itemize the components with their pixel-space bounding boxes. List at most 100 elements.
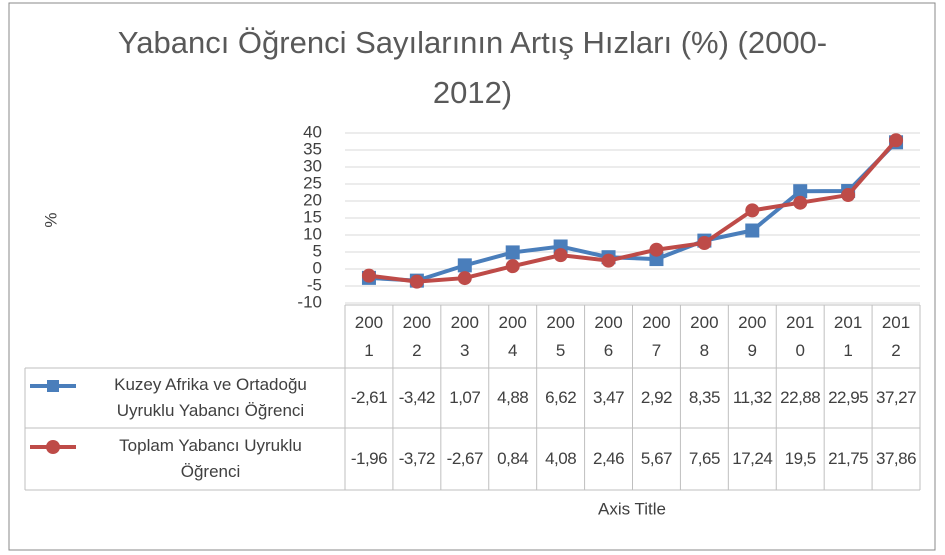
x-tick-label: 2001 <box>345 305 393 368</box>
value-label-text: 17,24 <box>732 449 773 468</box>
value-label: 3,47 <box>581 368 637 428</box>
x-tick-label-text: 2010 <box>786 312 815 360</box>
chart-border <box>8 2 936 551</box>
legend-label: Kuzey Afrika ve Ortadoğu Uyruklu Yabancı… <box>78 368 343 428</box>
y-tick-label: 10 <box>303 224 322 243</box>
x-tick-label: 2012 <box>872 305 920 368</box>
x-tick-label-text: 2011 <box>833 312 863 360</box>
value-label-text: 5,67 <box>640 449 673 468</box>
x-tick-label: 2008 <box>680 305 728 368</box>
value-label-text: 22,95 <box>828 388 869 407</box>
value-label-text: 8,35 <box>688 388 721 407</box>
marker <box>505 245 520 260</box>
x-tick-label-text: 2007 <box>642 312 671 360</box>
value-label-text: 21,75 <box>828 449 869 468</box>
value-label-text: 19,5 <box>784 449 817 468</box>
value-label: 21,75 <box>820 428 876 490</box>
x-tick-label: 2003 <box>441 305 489 368</box>
x-tick-label-text: 2012 <box>881 312 911 360</box>
marker <box>457 258 472 273</box>
y-tick-label: 0 <box>313 258 322 277</box>
value-label-text: 6,62 <box>545 388 577 407</box>
value-label: 1,07 <box>437 368 493 428</box>
y-tick-label: 40 <box>303 122 322 141</box>
value-label: 7,65 <box>676 428 732 490</box>
value-label-text: 4,08 <box>545 449 577 468</box>
value-label: 8,35 <box>676 368 732 428</box>
marker <box>793 184 808 199</box>
marker <box>889 133 904 148</box>
x-tick-label-text: 2004 <box>498 312 527 360</box>
value-label: 2,46 <box>581 428 637 490</box>
legend-marker <box>46 440 60 454</box>
marker <box>841 188 856 203</box>
value-label: 5,67 <box>629 428 685 490</box>
value-label: 4,08 <box>533 428 589 490</box>
marker <box>745 203 760 218</box>
y-tick-label: -5 <box>307 275 322 294</box>
value-label-text: -1,96 <box>350 449 388 468</box>
y-tick-label: 5 <box>313 241 322 260</box>
x-tick-label: 2004 <box>489 305 537 368</box>
y-tick-label: 20 <box>303 190 322 209</box>
value-label-text: 0,84 <box>497 449 529 468</box>
value-label: 4,88 <box>485 368 541 428</box>
marker <box>793 195 808 210</box>
value-label: -2,67 <box>437 428 493 490</box>
value-label: 22,95 <box>820 368 876 428</box>
marker <box>505 259 520 274</box>
value-label: -1,96 <box>341 428 397 490</box>
value-label: -2,61 <box>341 368 397 428</box>
value-label: 2,92 <box>629 368 685 428</box>
value-label-text: -2,61 <box>350 388 388 407</box>
x-tick-label: 2011 <box>824 305 872 368</box>
value-label: 17,24 <box>724 428 780 490</box>
value-label: 11,32 <box>724 368 780 428</box>
marker <box>361 268 376 283</box>
x-axis-title: Axis Title <box>598 499 666 518</box>
x-tick-label: 2006 <box>585 305 633 368</box>
y-tick-label: 30 <box>303 156 322 175</box>
value-label: 6,62 <box>533 368 589 428</box>
x-tick-label: 2010 <box>776 305 824 368</box>
marker <box>697 235 712 250</box>
y-tick-label: 25 <box>303 173 322 192</box>
marker <box>457 271 472 286</box>
chart-title: Yabancı Öğrenci Sayılarının Artış Hızlar… <box>117 25 828 110</box>
value-label-text: 11,32 <box>732 388 772 407</box>
marker <box>601 253 616 268</box>
legend-label-text: Kuzey Afrika ve Ortadoğu Uyruklu Yabancı… <box>114 375 307 420</box>
series-line <box>368 140 898 283</box>
marker <box>553 248 568 263</box>
series-line <box>368 138 898 284</box>
value-label-text: 22,88 <box>780 388 821 407</box>
legend-marker <box>47 380 59 392</box>
value-label-text: 37,27 <box>876 388 917 407</box>
y-tick-label: 35 <box>303 139 322 158</box>
value-label: -3,42 <box>389 368 445 428</box>
x-tick-label: 2002 <box>393 305 441 368</box>
legend-label: Toplam Yabancı Uyruklu Öğrenci <box>78 428 343 490</box>
x-tick-label-text: 2001 <box>354 312 384 360</box>
y-axis-title: % <box>41 212 60 227</box>
marker <box>649 242 664 257</box>
y-tick-label: -10 <box>297 292 322 311</box>
value-label-text: 2,46 <box>592 449 625 468</box>
x-tick-label-text: 2005 <box>546 312 575 360</box>
value-label-text: 2,92 <box>640 388 673 407</box>
value-label-text: 3,47 <box>592 388 625 407</box>
value-label-text: 7,65 <box>688 449 721 468</box>
x-tick-label-text: 2003 <box>450 312 479 360</box>
value-label-text: -2,67 <box>446 449 484 468</box>
value-label: 19,5 <box>772 428 828 490</box>
x-tick-label: 2007 <box>633 305 681 368</box>
value-label-text: -3,72 <box>398 449 436 468</box>
marker <box>745 223 760 238</box>
x-tick-label-text: 2002 <box>402 312 432 360</box>
x-tick-label-text: 2009 <box>738 312 767 360</box>
x-tick-label: 2005 <box>537 305 585 368</box>
value-label: -3,72 <box>389 428 445 490</box>
legend-label-text: Toplam Yabancı Uyruklu Öğrenci <box>119 436 302 481</box>
